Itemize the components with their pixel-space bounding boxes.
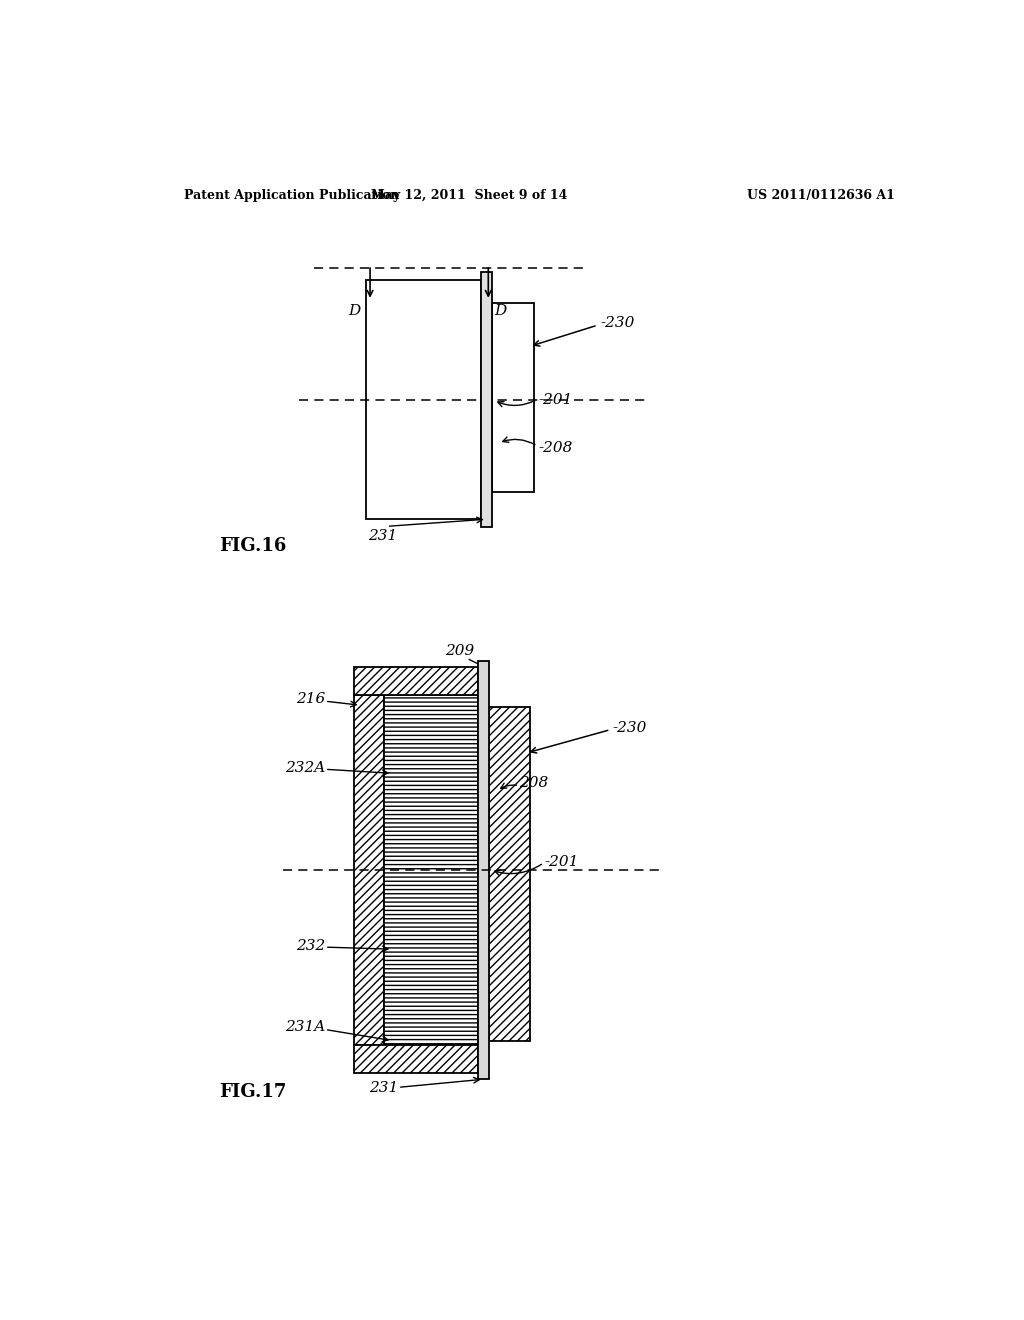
Text: 216: 216 xyxy=(296,692,325,706)
Bar xyxy=(354,1044,478,1073)
Text: 208: 208 xyxy=(519,776,549,791)
Text: 231A: 231A xyxy=(285,1020,325,1035)
Bar xyxy=(384,696,478,1044)
Text: -230: -230 xyxy=(612,721,646,735)
Text: Patent Application Publication: Patent Application Publication xyxy=(183,189,399,202)
Text: 232: 232 xyxy=(296,939,325,953)
Bar xyxy=(481,272,493,528)
Text: D: D xyxy=(495,304,507,318)
Text: FIG.16: FIG.16 xyxy=(219,536,287,554)
Bar xyxy=(489,708,530,1040)
Bar xyxy=(354,667,478,696)
Text: -201: -201 xyxy=(539,393,572,408)
Text: US 2011/0112636 A1: US 2011/0112636 A1 xyxy=(748,189,895,202)
Bar xyxy=(354,696,384,1044)
Text: 209: 209 xyxy=(445,644,474,659)
Text: 231: 231 xyxy=(369,1081,397,1096)
Text: 232A: 232A xyxy=(285,762,325,775)
Text: -201: -201 xyxy=(545,855,579,869)
Text: D: D xyxy=(348,304,360,318)
Text: -208: -208 xyxy=(539,441,572,455)
Bar xyxy=(478,660,489,1080)
Text: 231: 231 xyxy=(368,529,397,544)
Text: FIG.17: FIG.17 xyxy=(219,1084,287,1101)
Text: May 12, 2011  Sheet 9 of 14: May 12, 2011 Sheet 9 of 14 xyxy=(371,189,567,202)
Bar xyxy=(367,280,481,519)
Bar xyxy=(493,302,534,492)
Text: -230: -230 xyxy=(600,315,635,330)
